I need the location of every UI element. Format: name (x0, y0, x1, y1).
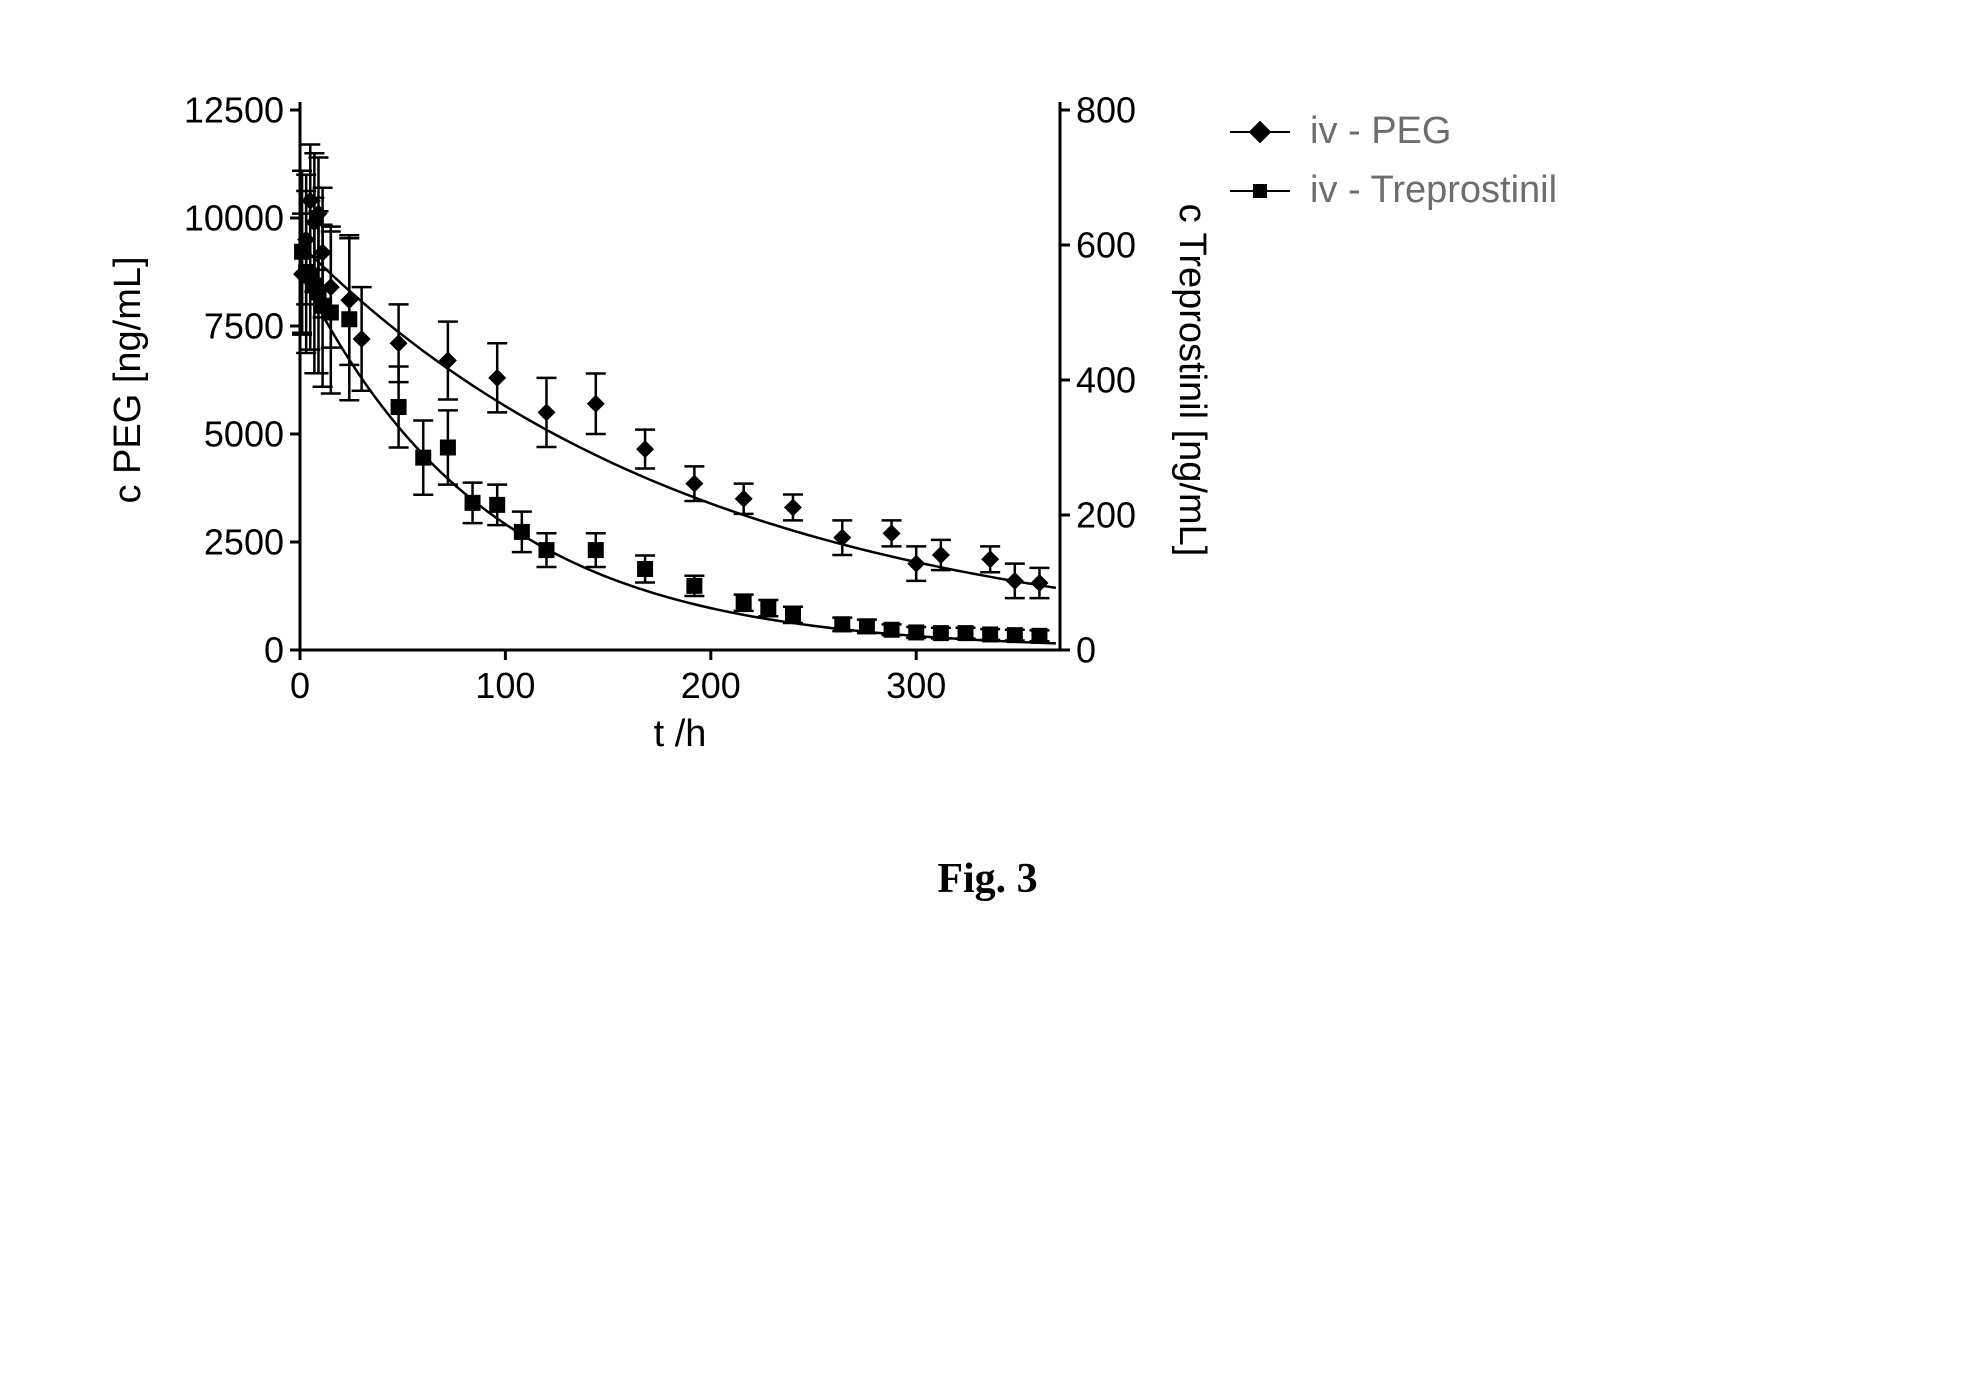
legend-marker-diamond (1230, 131, 1290, 133)
legend: iv - PEG iv - Treprostinil (1230, 110, 1557, 228)
svg-text:200: 200 (681, 665, 741, 706)
svg-text:300: 300 (886, 665, 946, 706)
svg-text:c Treprostinil [ng/mL]: c Treprostinil [ng/mL] (1171, 204, 1210, 557)
svg-text:600: 600 (1076, 225, 1136, 266)
svg-text:0: 0 (290, 665, 310, 706)
chart-plot: 0 100 200 300 t /h 0 2500 5000 7500 10000 12500 c P… (90, 90, 1210, 800)
svg-text:0: 0 (264, 630, 284, 671)
svg-text:c PEG [ng/mL]: c PEG [ng/mL] (107, 256, 149, 503)
legend-item-peg: iv - PEG (1230, 110, 1557, 153)
svg-text:2500: 2500 (204, 522, 284, 563)
svg-text:t /h: t /h (654, 713, 707, 755)
svg-text:5000: 5000 (204, 414, 284, 455)
svg-text:400: 400 (1076, 360, 1136, 401)
legend-label: iv - Treprostinil (1310, 169, 1557, 212)
legend-item-trep: iv - Treprostinil (1230, 169, 1557, 212)
figure-caption: Fig. 3 (0, 855, 1975, 903)
svg-text:10000: 10000 (184, 198, 284, 239)
svg-text:7500: 7500 (204, 306, 284, 347)
svg-text:100: 100 (475, 665, 535, 706)
chart-container: 0 100 200 300 t /h 0 2500 5000 7500 10000 12500 c P… (90, 90, 1210, 800)
svg-text:200: 200 (1076, 495, 1136, 536)
svg-text:800: 800 (1076, 90, 1136, 131)
legend-marker-square (1230, 190, 1290, 192)
svg-text:12500: 12500 (184, 90, 284, 131)
svg-text:0: 0 (1076, 630, 1096, 671)
legend-label: iv - PEG (1310, 110, 1451, 153)
